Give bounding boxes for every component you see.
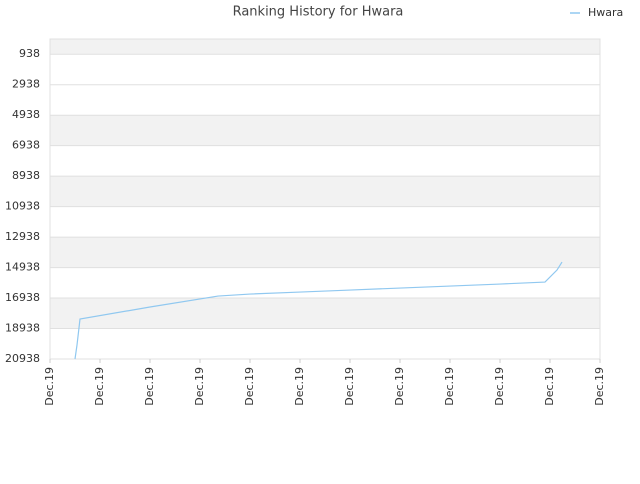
y-tick-label: 20938: [5, 352, 40, 365]
x-tick-label: Dec.19: [343, 367, 356, 406]
x-tick-label: Dec.19: [443, 367, 456, 406]
y-tick-label: 16938: [5, 291, 40, 304]
x-tick-label: Dec.19: [593, 367, 606, 406]
y-tick-label: 12938: [5, 230, 40, 243]
y-tick-label: 18938: [5, 322, 40, 335]
x-tick-label: Dec.19: [543, 367, 556, 406]
y-tick-label: 14938: [5, 261, 40, 274]
y-tick-label: 938: [19, 47, 40, 60]
x-tick-label: Dec.19: [293, 367, 306, 406]
plot-band: [50, 176, 600, 207]
plot-band: [50, 298, 600, 329]
x-tick-label: Dec.19: [243, 367, 256, 406]
x-tick-label: Dec.19: [93, 367, 106, 406]
x-tick-label: Dec.19: [393, 367, 406, 406]
x-tick-label: Dec.19: [143, 367, 156, 406]
x-tick-label: Dec.19: [193, 367, 206, 406]
y-tick-label: 10938: [5, 200, 40, 213]
x-tick-label: Dec.19: [43, 367, 56, 406]
plot-band: [50, 237, 600, 268]
chart-title: Ranking History for Hwara: [233, 5, 404, 20]
series-line: [74, 261, 563, 360]
y-tick-label: 6938: [12, 139, 40, 152]
y-tick-label: 8938: [12, 169, 40, 182]
y-tick-label: 4938: [12, 108, 40, 121]
y-tick-label: 2938: [12, 78, 40, 91]
plot-band: [50, 115, 600, 146]
plot-band: [50, 39, 600, 55]
legend-label: Hwara: [588, 6, 623, 19]
x-tick-label: Dec.19: [493, 367, 506, 406]
